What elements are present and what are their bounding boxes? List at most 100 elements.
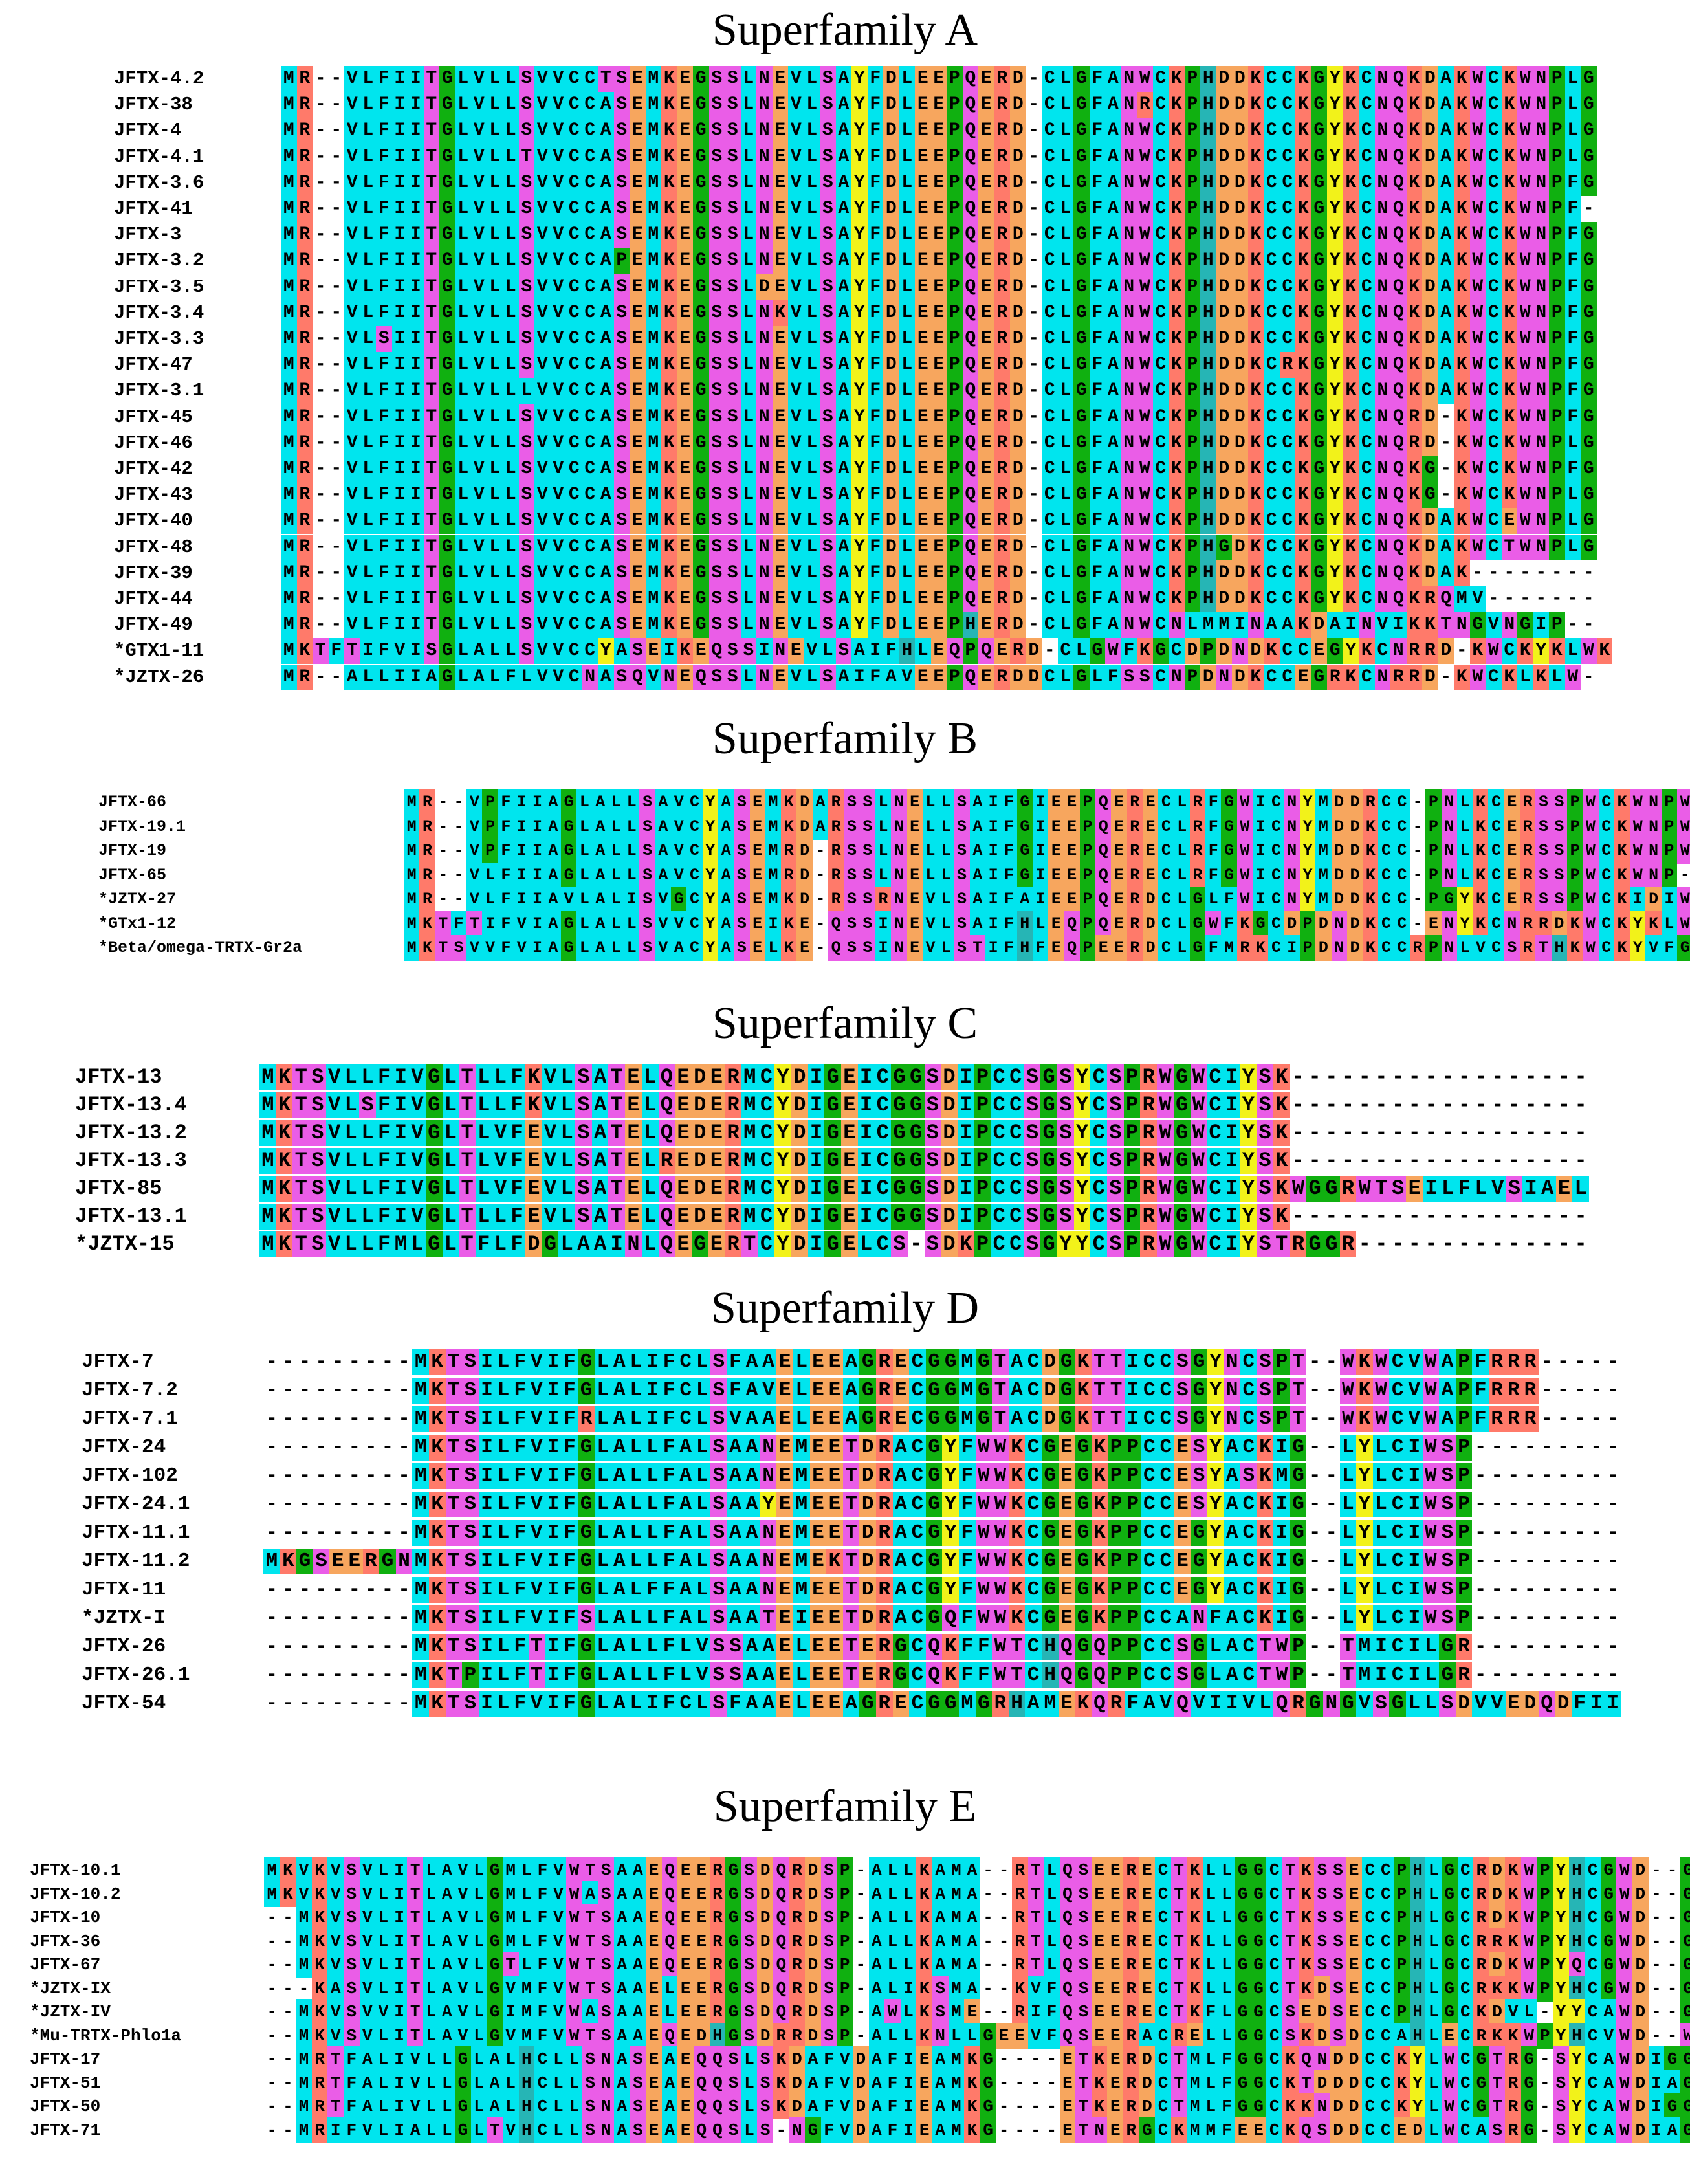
residue: W bbox=[1616, 1928, 1633, 1954]
residue: G bbox=[425, 1120, 443, 1146]
residue: L bbox=[503, 352, 519, 379]
residue: V bbox=[788, 586, 804, 612]
residue: S bbox=[844, 862, 860, 888]
residue: I bbox=[502, 1999, 519, 2025]
residue: P bbox=[1108, 1634, 1125, 1660]
residue: R bbox=[1473, 1857, 1489, 1883]
residue: L bbox=[899, 144, 915, 170]
residue: E bbox=[708, 1120, 725, 1146]
residue: F bbox=[727, 1378, 744, 1404]
residue: I bbox=[391, 1999, 408, 2025]
residue: K bbox=[1169, 534, 1185, 560]
residue: L bbox=[884, 1857, 901, 1883]
residue: L bbox=[359, 1176, 376, 1202]
residue: A bbox=[591, 1231, 609, 1257]
residue: Y bbox=[1207, 1520, 1224, 1546]
residue: T bbox=[1282, 1952, 1299, 1978]
residue: E bbox=[809, 1435, 827, 1461]
residue: G bbox=[1289, 1435, 1307, 1461]
residue: G bbox=[1306, 1691, 1323, 1717]
residue: - bbox=[265, 1493, 278, 1516]
residue: S bbox=[859, 789, 875, 815]
residue: F bbox=[511, 1492, 529, 1517]
residue: S bbox=[613, 170, 630, 196]
residue: W bbox=[1339, 1406, 1357, 1432]
residue: Y bbox=[1356, 1520, 1373, 1546]
residue: - bbox=[1325, 1204, 1338, 1228]
residue: Q bbox=[962, 222, 978, 248]
residue: G bbox=[1073, 92, 1090, 118]
residue: N bbox=[1533, 326, 1549, 352]
residue: R bbox=[296, 378, 313, 404]
residue: C bbox=[686, 789, 703, 815]
residue: N bbox=[1323, 1691, 1340, 1717]
residue: V bbox=[550, 664, 566, 690]
residue: Q bbox=[1095, 838, 1112, 864]
residue: F bbox=[509, 1148, 525, 1174]
residue: T bbox=[459, 1092, 476, 1118]
residue: S bbox=[1174, 1634, 1191, 1660]
residue: M bbox=[645, 326, 661, 352]
residue: M bbox=[281, 508, 297, 535]
residue: V bbox=[455, 1881, 471, 1907]
residue: L bbox=[804, 456, 820, 482]
residue: C bbox=[874, 1176, 892, 1202]
residue: F bbox=[509, 1092, 525, 1118]
residue: V bbox=[550, 1928, 567, 1954]
residue: K bbox=[1295, 222, 1311, 248]
residue: W bbox=[992, 1549, 1009, 1574]
residue: V bbox=[671, 838, 687, 864]
residue: G bbox=[892, 1634, 910, 1660]
residue: P bbox=[482, 813, 498, 840]
residue: E bbox=[677, 92, 693, 118]
residue: D bbox=[1489, 1904, 1506, 1930]
residue: Q bbox=[1059, 1928, 1076, 1954]
residue: S bbox=[820, 482, 836, 509]
residue: G bbox=[925, 1378, 943, 1404]
residue: L bbox=[359, 1064, 376, 1090]
residue: L bbox=[518, 1928, 535, 1954]
residue: A bbox=[718, 935, 734, 961]
residue: F bbox=[883, 638, 899, 665]
residue: K bbox=[1169, 482, 1185, 509]
residue: Y bbox=[774, 1176, 791, 1202]
residue: I bbox=[1223, 1231, 1240, 1257]
residue: Q bbox=[1390, 586, 1407, 612]
residue: V bbox=[922, 887, 939, 912]
residue: C bbox=[1057, 638, 1073, 665]
residue: L bbox=[1044, 1857, 1060, 1883]
residue: T bbox=[445, 1435, 463, 1461]
residue: P bbox=[1661, 862, 1678, 888]
residue: A bbox=[591, 1148, 609, 1174]
residue: S bbox=[1107, 1092, 1124, 1118]
residue: G bbox=[1600, 1881, 1617, 1907]
residue: D bbox=[691, 1148, 708, 1174]
residue: D bbox=[1142, 887, 1159, 912]
residue: N bbox=[1645, 862, 1662, 888]
residue: C bbox=[1158, 1378, 1174, 1404]
residue: E bbox=[772, 612, 788, 639]
residue: S bbox=[1024, 1064, 1041, 1090]
residue: A bbox=[718, 887, 734, 912]
residue: A bbox=[1438, 300, 1454, 326]
residue: R bbox=[1108, 1691, 1125, 1717]
residue: E bbox=[749, 935, 765, 961]
residue: L bbox=[487, 664, 503, 690]
residue: Q bbox=[1390, 222, 1407, 248]
residue: L bbox=[628, 1634, 644, 1660]
residue: D bbox=[1232, 560, 1248, 586]
residue: D bbox=[1314, 1975, 1330, 2002]
residue: R bbox=[789, 1952, 806, 1978]
residue: Q bbox=[773, 1881, 789, 1907]
residue: G bbox=[1289, 1549, 1307, 1574]
residue: W bbox=[1105, 638, 1121, 665]
residue: C bbox=[909, 1549, 926, 1574]
residue: S bbox=[578, 1605, 595, 1631]
residue: Q bbox=[1390, 118, 1407, 144]
residue: K bbox=[1075, 1406, 1092, 1432]
residue: I bbox=[1405, 1520, 1423, 1546]
residue: P bbox=[1549, 144, 1565, 170]
sequence-name: JFTX-3.4 bbox=[114, 302, 204, 324]
residue: P bbox=[1079, 838, 1096, 864]
residue: S bbox=[1107, 1148, 1124, 1174]
